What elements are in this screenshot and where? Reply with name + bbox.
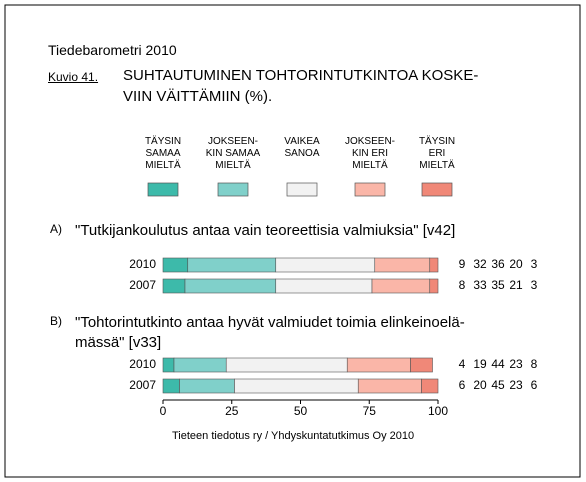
legend-label: TÄYSIN ERI MIELTÄ bbox=[418, 136, 456, 171]
chart-title: SUHTAUTUMINEN TOHTORINTUTKINTOA KOSKE- V… bbox=[123, 67, 479, 105]
category-label: 2007 bbox=[129, 378, 156, 392]
bar-segment bbox=[162, 257, 189, 273]
source: Tieteen tiedotus ry / Yhdyskuntatutkimus… bbox=[172, 430, 415, 442]
value-label: 20 bbox=[473, 378, 487, 392]
x-tick-label: 75 bbox=[363, 404, 377, 418]
bar-segment bbox=[162, 278, 186, 294]
panel-title: "Tutkijankoulutus antaa vain teoreettisi… bbox=[75, 222, 456, 239]
value-label: 36 bbox=[491, 257, 505, 271]
bar-segment bbox=[346, 357, 411, 373]
value-label: 23 bbox=[509, 378, 523, 392]
legend-label: TÄYSIN SAMAA MIELTÄ bbox=[144, 136, 182, 171]
x-tick-label: 25 bbox=[225, 404, 239, 418]
bar-segment bbox=[162, 378, 180, 394]
value-label: 8 bbox=[459, 278, 466, 292]
value-label: 44 bbox=[491, 357, 505, 371]
legend-swatch bbox=[421, 182, 453, 197]
bar-segment bbox=[184, 278, 277, 294]
legend-swatch bbox=[217, 182, 249, 197]
bar-segment bbox=[234, 378, 359, 394]
bar-segment bbox=[371, 278, 431, 294]
value-label: 33 bbox=[473, 278, 487, 292]
value-label: 19 bbox=[473, 357, 487, 371]
legend-swatch bbox=[286, 182, 318, 197]
bar-segment bbox=[374, 257, 431, 273]
frame bbox=[4, 4, 581, 478]
bar-segment bbox=[429, 278, 439, 294]
legend-label: JOKSEEN- KIN SAMAA MIELTÄ bbox=[205, 136, 261, 171]
bar-segment bbox=[187, 257, 277, 273]
legend-label: JOKSEEN- KIN ERI MIELTÄ bbox=[344, 136, 395, 171]
value-label: 32 bbox=[473, 257, 487, 271]
legend-label: VAIKEA SANOA bbox=[284, 136, 320, 159]
category-label: 2007 bbox=[129, 278, 156, 292]
value-label: 8 bbox=[531, 357, 538, 371]
value-label: 6 bbox=[459, 378, 466, 392]
value-label: 21 bbox=[509, 278, 523, 292]
bar-segment bbox=[275, 278, 373, 294]
panel-label: A) bbox=[50, 222, 62, 236]
bar-segment bbox=[410, 357, 433, 373]
panel-label: B) bbox=[50, 314, 62, 328]
category-label: 2010 bbox=[129, 257, 156, 271]
bar-segment bbox=[225, 357, 348, 373]
bar-segment bbox=[173, 357, 227, 373]
value-label: 35 bbox=[491, 278, 505, 292]
legend-swatch bbox=[354, 182, 386, 197]
value-label: 45 bbox=[491, 378, 505, 392]
bar-segment bbox=[179, 378, 235, 394]
bar-segment bbox=[162, 357, 175, 373]
bar-segment bbox=[275, 257, 376, 273]
x-tick-label: 0 bbox=[160, 404, 167, 418]
x-tick-label: 100 bbox=[428, 404, 448, 418]
bar-segment bbox=[421, 378, 439, 394]
value-label: 3 bbox=[531, 257, 538, 271]
legend-swatch bbox=[147, 182, 179, 197]
panel-title: "Tohtorintutkinto antaa hyvät valmiudet … bbox=[75, 314, 465, 351]
value-label: 23 bbox=[509, 357, 523, 371]
bar-segment bbox=[357, 378, 422, 394]
value-label: 4 bbox=[459, 357, 466, 371]
report-name: Tiedebarometri 2010 bbox=[48, 42, 177, 58]
value-label: 20 bbox=[509, 257, 523, 271]
value-label: 3 bbox=[531, 278, 538, 292]
category-label: 2010 bbox=[129, 357, 156, 371]
figure-label: Kuvio 41. bbox=[48, 70, 99, 84]
x-tick-label: 50 bbox=[294, 404, 308, 418]
value-label: 9 bbox=[459, 257, 466, 271]
bar-segment bbox=[429, 257, 439, 273]
value-label: 6 bbox=[531, 378, 538, 392]
